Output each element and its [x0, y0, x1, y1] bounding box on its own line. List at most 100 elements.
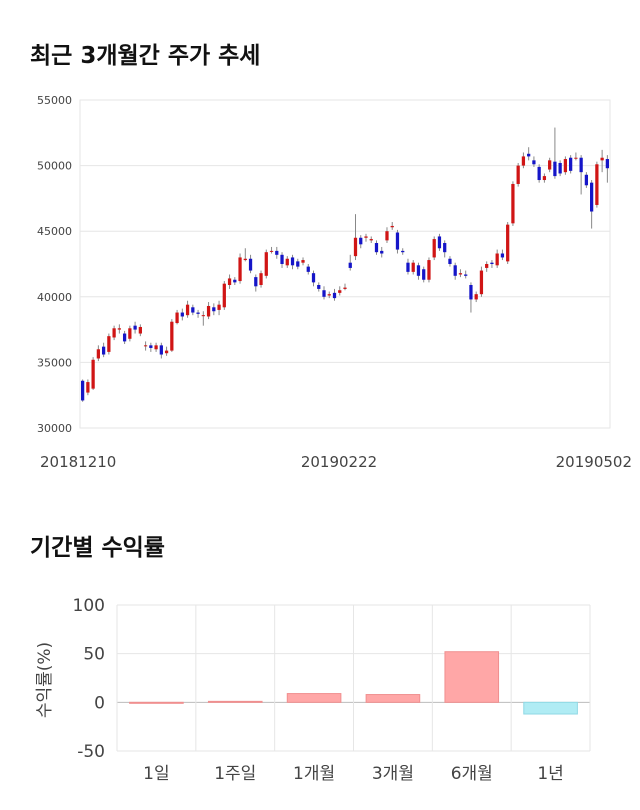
x-tick-label: 1년: [537, 764, 563, 784]
candle-body: [322, 290, 326, 297]
candle-body: [579, 157, 583, 173]
x-tick-label: 1주일: [214, 764, 256, 784]
x-tick-label: 20190222: [301, 453, 377, 471]
candle-body: [548, 160, 552, 170]
price-chart-title: 최근 3개월간 주가 추세: [30, 43, 261, 69]
candle-body: [485, 264, 489, 268]
x-tick-label: 1일: [143, 764, 169, 784]
candle-body: [112, 328, 116, 338]
candle-body: [133, 325, 137, 330]
candle-body: [443, 243, 447, 253]
candle-body: [107, 336, 111, 352]
candle-body: [542, 176, 547, 181]
candle-body: [479, 270, 484, 295]
x-tick-label: 3개월: [372, 764, 414, 784]
candle-body: [122, 333, 127, 342]
candle-body: [296, 261, 300, 267]
candle-body: [401, 250, 405, 253]
candle-body: [264, 252, 268, 276]
candle-body: [317, 284, 321, 289]
candle-body: [527, 153, 531, 157]
y-axis-label: 수익률(%): [35, 642, 55, 718]
candle-body: [448, 258, 452, 264]
candle-body: [390, 225, 394, 228]
candle-body: [143, 345, 148, 347]
candle-body: [427, 260, 431, 280]
x-tick-label: 1개월: [293, 764, 335, 784]
y-tick-label: -50: [77, 742, 105, 762]
x-tick-label: 20181210: [40, 453, 116, 471]
candle-body: [574, 157, 578, 159]
y-tick-label: 50: [83, 645, 105, 665]
candle-body: [170, 321, 174, 351]
candle-body: [206, 305, 211, 317]
x-tick-label: 6개월: [451, 764, 493, 784]
candle-body: [511, 183, 515, 224]
candle-body: [422, 269, 426, 280]
candle-body: [86, 382, 90, 393]
y-tick-label: 30000: [37, 422, 72, 435]
candle-body: [196, 312, 200, 314]
return-bar: [207, 700, 263, 703]
y-tick-label: 0: [94, 693, 105, 713]
candle-body: [353, 237, 358, 257]
candle-body: [600, 157, 604, 161]
candle-body: [469, 284, 473, 300]
return-bar: [444, 651, 500, 703]
candle-body: [212, 307, 216, 312]
candle-body: [369, 239, 373, 241]
candle-body: [411, 262, 415, 272]
candle-body: [301, 260, 305, 263]
candle-body: [243, 258, 247, 261]
candle-body: [506, 224, 510, 262]
candle-body: [490, 262, 494, 264]
candle-body: [254, 277, 258, 287]
candle-body: [222, 283, 226, 308]
candle-body: [432, 239, 436, 258]
candle-body: [595, 164, 599, 205]
candle-body: [605, 159, 610, 169]
candle-body: [91, 359, 95, 389]
return-bar: [129, 701, 184, 704]
return-bar: [286, 693, 342, 703]
y-tick-label: 45000: [37, 225, 72, 238]
candle-body: [474, 294, 478, 300]
candle-body: [217, 304, 221, 310]
candle-body: [80, 380, 85, 401]
candle-body: [569, 157, 573, 171]
candle-body: [180, 312, 184, 317]
candle-body: [154, 345, 158, 350]
x-tick-label: 20190502: [556, 453, 632, 471]
candle-body: [458, 273, 463, 275]
candle-body: [306, 266, 310, 272]
y-tick-label: 55000: [37, 94, 72, 107]
candle-body: [558, 162, 562, 174]
candle-body: [395, 232, 400, 250]
candle-body: [201, 315, 205, 317]
candle-body: [521, 156, 526, 166]
candle-body: [437, 236, 442, 249]
candle-body: [311, 273, 316, 283]
y-tick-label: 100: [73, 596, 105, 616]
candle-body: [563, 159, 568, 173]
candle-body: [149, 345, 153, 348]
candle-body: [117, 328, 121, 330]
candle-body: [191, 307, 195, 313]
stock-price-chart: 55000 50000 45000 40000 35000 30000 20181210 20…: [37, 94, 632, 471]
return-chart-title: 기간별 수익률: [30, 535, 165, 561]
candle-body: [285, 258, 289, 266]
candle-body: [233, 279, 237, 283]
candle-body: [385, 231, 389, 241]
candle-body: [495, 253, 499, 266]
candle-body: [500, 253, 505, 258]
candle-body: [327, 294, 331, 296]
candle-body: [159, 345, 163, 355]
candle-body: [128, 328, 132, 339]
y-tick-label: 50000: [37, 160, 72, 173]
candle-body: [280, 254, 284, 264]
candle-body: [138, 326, 142, 334]
candle-body: [238, 257, 242, 282]
candle-body: [590, 182, 594, 212]
return-bar: [523, 701, 578, 715]
